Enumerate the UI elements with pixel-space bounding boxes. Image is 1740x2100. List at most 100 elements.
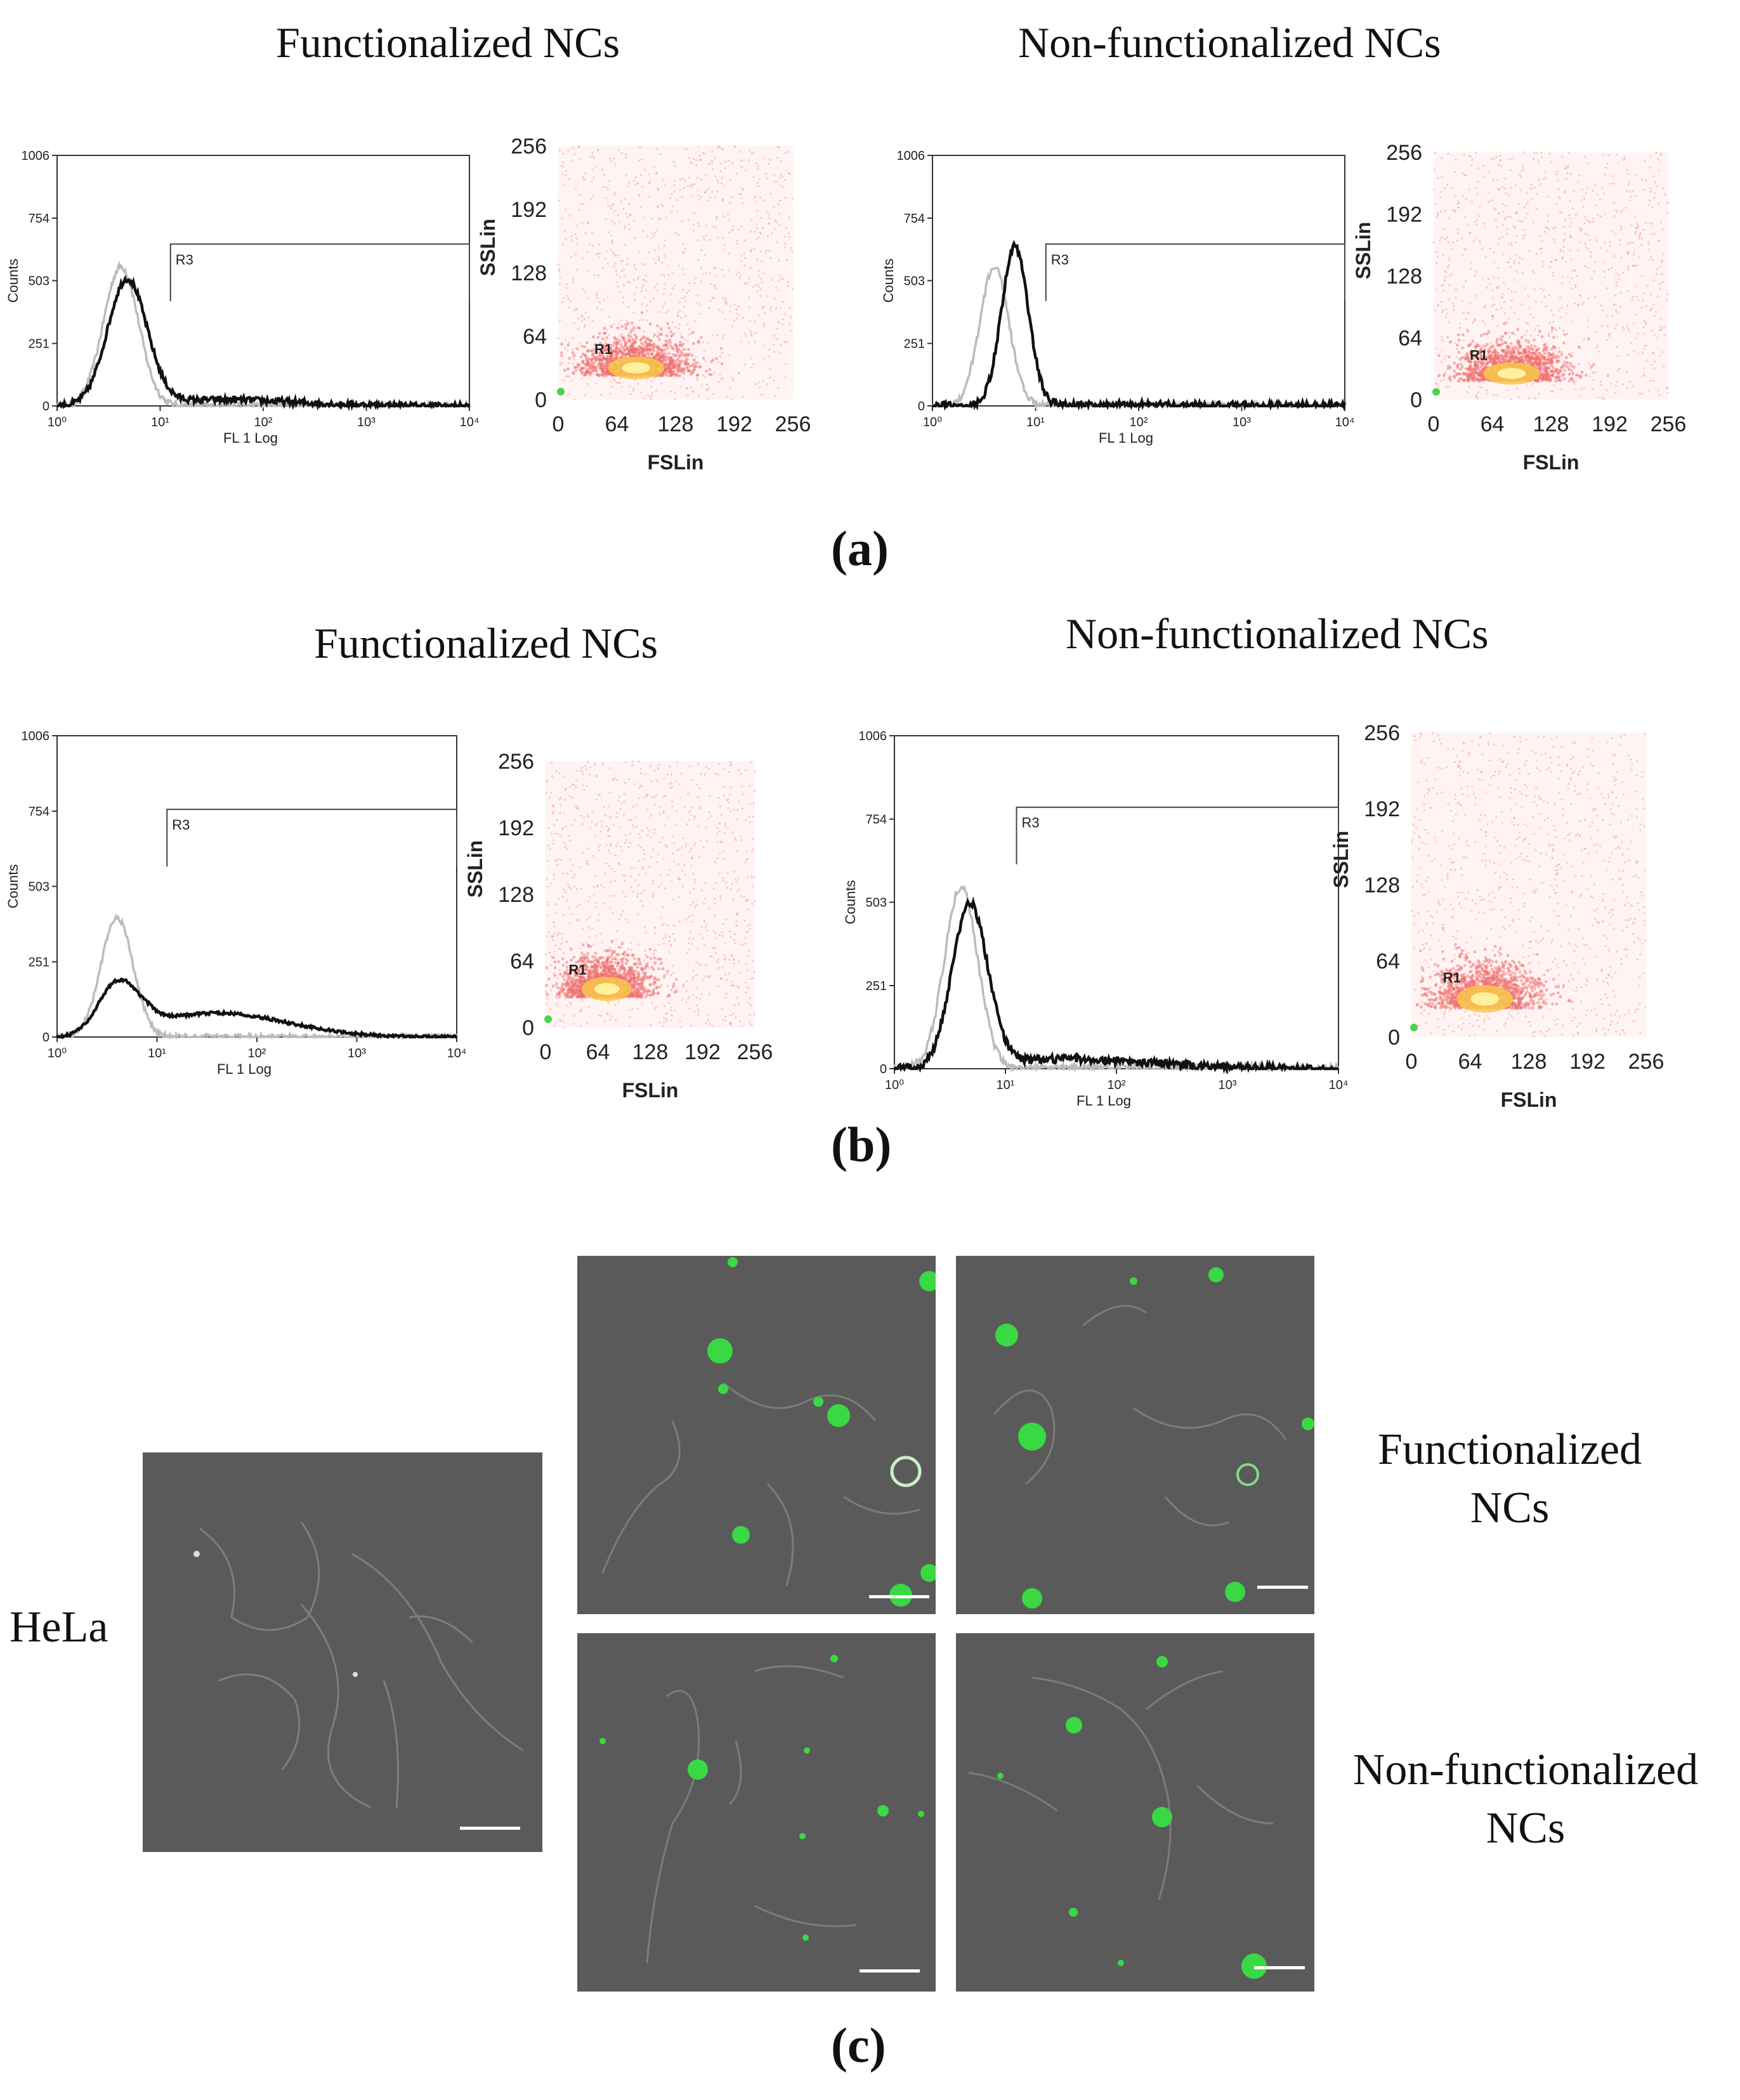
scatter-point — [1578, 174, 1580, 177]
scatter-point — [575, 225, 578, 227]
scatter-point — [619, 381, 622, 384]
scatter-point — [688, 334, 691, 336]
scatter-point — [1465, 318, 1467, 320]
scatter-point — [1616, 153, 1618, 156]
scatter-point — [1515, 235, 1518, 237]
scatter-point — [1446, 183, 1449, 186]
scatter-point — [705, 225, 707, 227]
scatter-point — [769, 257, 772, 259]
scatter-point — [615, 337, 619, 341]
scatter-point — [1635, 337, 1637, 340]
scatter-point — [691, 183, 694, 186]
scatter-point — [724, 160, 727, 163]
scatter-point — [584, 370, 588, 374]
scatter-point — [1630, 195, 1632, 198]
scatter-point — [1663, 334, 1666, 337]
scatter-point — [1588, 362, 1590, 365]
y-tick-label: 128 — [511, 261, 547, 285]
scatter-point — [1518, 351, 1522, 355]
scatter-point — [669, 197, 671, 199]
scatter-point — [1495, 308, 1498, 311]
scatter-point — [1567, 372, 1571, 376]
scatter-point — [1472, 370, 1476, 374]
scatter-point — [684, 300, 687, 303]
scatter-point — [1471, 339, 1475, 343]
scatter-point — [695, 302, 698, 304]
scatter-point — [655, 353, 658, 357]
scatter-point — [1649, 190, 1652, 193]
scatter-point — [1489, 342, 1492, 344]
scatter-point — [1586, 266, 1589, 269]
scatter-point — [1553, 238, 1555, 241]
scatter-point — [686, 365, 690, 369]
scatter-point — [1555, 173, 1558, 176]
scatter-point — [1505, 192, 1507, 195]
scatter-point — [592, 854, 594, 858]
scatter-point — [664, 368, 667, 372]
scatter-point — [1495, 360, 1498, 363]
scatter-point — [1489, 345, 1493, 349]
scatter-point — [629, 228, 631, 230]
scatter-point — [1487, 330, 1491, 334]
scatter-point — [1658, 202, 1660, 205]
scatter-point — [661, 358, 665, 362]
scatter-point — [743, 282, 747, 285]
scatter-point — [1637, 299, 1640, 302]
scatter-point — [608, 835, 612, 838]
scatter-point — [657, 780, 659, 783]
scatter-point — [1493, 158, 1495, 160]
scatter-point — [774, 297, 776, 300]
scatter-point — [716, 179, 719, 181]
scatter-point — [1659, 160, 1661, 163]
scatter-point — [592, 361, 596, 365]
scatter-point — [1508, 331, 1510, 334]
scatter-point — [1497, 285, 1500, 289]
scatter-point — [615, 273, 618, 276]
scatter-point — [648, 195, 651, 198]
scatter-point — [1469, 386, 1471, 388]
scatter-point — [742, 188, 745, 191]
scatter-point — [638, 844, 640, 847]
scatter-point — [1499, 154, 1501, 157]
scatter-point — [1607, 325, 1609, 327]
scatter-point — [1503, 301, 1506, 303]
scatter-point — [1604, 242, 1606, 244]
scatter-point — [603, 326, 606, 330]
scatter-point — [702, 235, 704, 238]
scatter-point — [651, 343, 655, 347]
scatter-point — [1444, 370, 1446, 373]
scatter-point — [735, 273, 738, 276]
scatter-point — [1606, 162, 1609, 165]
scatter-point — [612, 242, 614, 245]
scatter-point — [718, 822, 721, 825]
scatter-point — [558, 858, 560, 861]
scatter-point — [1574, 286, 1577, 289]
scatter-point — [1508, 353, 1512, 356]
scatter-point — [672, 358, 676, 362]
scatter-point — [586, 251, 589, 253]
scatter-point — [1590, 368, 1592, 370]
scatter-point — [624, 244, 626, 246]
scatter-point — [648, 322, 652, 326]
scatter-point — [1560, 351, 1564, 353]
scatter-point — [616, 281, 618, 284]
scatter-point — [1667, 387, 1670, 389]
scatter-point — [658, 338, 661, 341]
scatter-point — [743, 363, 747, 366]
scatter-point — [653, 932, 657, 934]
scatter-point — [737, 960, 740, 963]
scatter-point — [674, 779, 677, 782]
scatter-point — [691, 330, 695, 334]
scatter-point — [733, 303, 736, 306]
scatter-point — [1578, 375, 1582, 379]
scatter-point — [1546, 358, 1549, 362]
scatter-point — [708, 368, 712, 372]
scatter-point — [575, 787, 577, 790]
scatter-point — [778, 212, 781, 215]
scatter-point — [1574, 284, 1577, 287]
scatter-point — [765, 295, 768, 297]
scatter-point — [659, 327, 663, 330]
scatter-point — [768, 159, 771, 161]
scatter-point — [641, 1003, 643, 1006]
scatter-point — [1644, 221, 1647, 224]
